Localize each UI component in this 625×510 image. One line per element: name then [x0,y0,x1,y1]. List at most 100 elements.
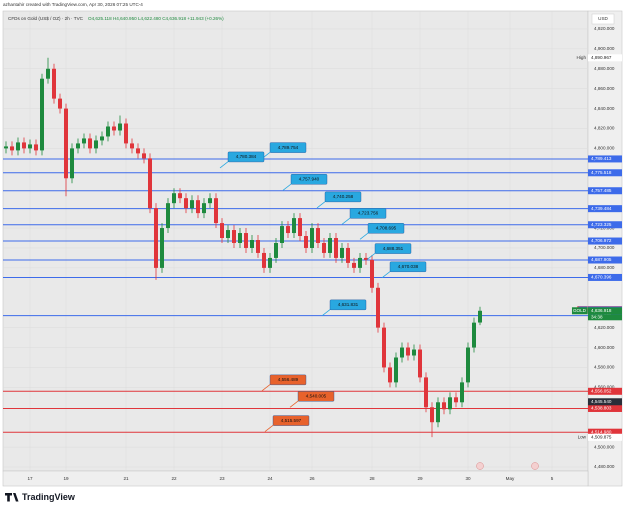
x-tick-label: 29 [417,476,423,481]
level-tag-box [588,256,622,264]
candle-body [274,242,278,258]
x-tick-label: 19 [63,476,69,481]
candle-body [466,347,470,383]
y-tick-label: 4,920.000 [594,26,615,31]
candle-body [244,233,248,248]
callout-box [324,191,362,203]
level-tag-box [588,221,622,229]
candle-body [340,247,344,258]
y-tick-label: 4,800.000 [594,146,615,151]
candle-body [76,143,80,149]
time-axis-bg [2,470,589,487]
candle-body [298,218,302,237]
candle-body [334,238,338,258]
price-tag: 4,636.918 [591,308,612,313]
callout-label: 4,757.940 [299,176,320,181]
callout-leader [316,200,327,209]
candle-body [238,233,242,243]
callout-label: 4,789.754 [278,145,299,150]
candle-body [4,146,8,149]
candle-body [280,226,284,243]
level-tag: 4,739.484 [591,206,612,211]
candle-body [232,230,236,243]
callout-leader [261,383,272,392]
tag-name-box [571,307,588,315]
x-tick-label: 30 [465,476,471,481]
candle-body [166,203,170,229]
candle-body [406,347,410,356]
candle-body [22,142,26,149]
callout-leader [219,160,230,169]
candle-body [358,257,362,268]
level-tag-box [588,428,622,436]
tag-name: Low [578,434,587,439]
candle-body [262,252,266,268]
candle-body [178,193,182,199]
candle-body [88,138,92,149]
callout-leader [381,270,392,279]
callout-box [272,415,310,426]
event-icon[interactable] [476,462,484,470]
candle-body [448,397,452,410]
callout-label: 4,515.597 [281,418,302,423]
callout-leader [321,308,332,317]
level-tag-box [588,387,622,395]
candle-body [400,347,404,358]
candle-body [346,247,350,263]
symbol: CFDs on Gold (US$ / OZ) · 2h · TVC [8,16,84,21]
timer: 34:38 [591,314,603,319]
candle-body [424,377,428,408]
candle-body [214,198,218,224]
candle-body [328,238,332,253]
y-tick-label: 4,580.000 [594,365,615,370]
callout-label: 4,670.038 [398,264,419,269]
x-tick-label: 26 [309,476,315,481]
callout-leader [341,217,352,225]
candle-body [412,349,416,356]
candle-body [16,142,20,151]
callout-box [389,261,427,273]
ohlc: O4,625.118 H4,640.950 L4,622.480 C4,636.… [88,16,224,21]
level-tag-box [588,237,622,245]
x-tick-label: 17 [27,476,33,481]
callout-label: 4,708.695 [376,226,397,231]
price-tag-box [588,433,622,441]
candle-body [430,407,434,423]
callout-box [269,142,307,153]
candle-body [376,287,380,328]
candle-body [472,322,476,348]
candle-body [352,262,356,268]
tag-name: GOLD [573,308,587,313]
logo-mark [5,493,19,502]
timer-box [588,314,622,321]
candle-body [160,228,164,268]
candle-body [394,357,398,383]
candle-body [226,230,230,239]
price-tag-box [588,398,622,406]
callout-label: 4,780.384 [236,154,257,159]
callout-box [269,374,307,386]
level-tag-box [588,404,622,412]
candle-body [202,203,206,214]
level-tag: 4,538.803 [591,406,612,411]
candle-body [100,136,104,141]
candle-body [316,228,320,243]
x-tick-label: 5 [551,476,554,481]
candle-body [46,68,50,79]
event-icon[interactable] [531,462,539,470]
callout-label: 4,556.489 [278,377,299,382]
callout-box [367,223,405,234]
y-tick-label: 4,600.000 [594,345,615,350]
candles [4,57,482,438]
callout-leader [366,252,377,260]
candle-body [28,144,32,149]
y-tick-label: 4,700.000 [594,245,615,250]
brand: TradingView [22,492,76,502]
callouts: 4,789.754 4,780.384 4,757.940 4,740.258 4,72… [219,142,427,432]
candle-body [478,310,482,323]
level-tag: 4,789.413 [591,156,612,161]
level-tag-box [588,205,622,213]
y-tick-label: 4,620.000 [594,325,615,330]
candle-body [436,402,440,423]
